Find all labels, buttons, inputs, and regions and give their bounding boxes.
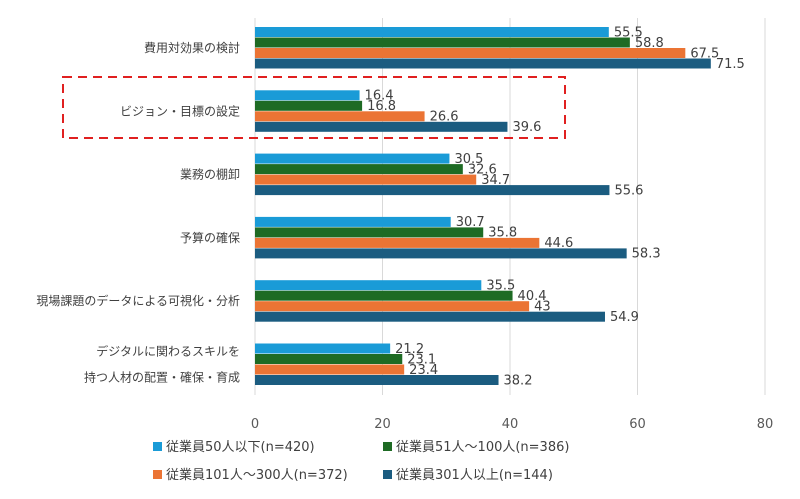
data-label: 39.6: [512, 120, 541, 135]
data-label: 16.4: [365, 89, 394, 104]
legend-swatch: [383, 470, 392, 479]
bar: [255, 375, 499, 385]
legend-label: 従業員101人～300人(n=372): [166, 467, 348, 483]
bar: [255, 301, 530, 312]
data-label: 26.6: [430, 110, 459, 125]
category-label: 現場課題のデータによる可視化・分析: [36, 293, 240, 308]
bar: [255, 185, 610, 196]
bar: [255, 58, 711, 69]
category-label: デジタルに関わるスキルを: [96, 344, 240, 359]
bar: [255, 27, 609, 37]
category-label: 持つ人材の配置・確保・育成: [84, 370, 240, 385]
data-label: 55.5: [614, 25, 643, 40]
bar: [255, 227, 484, 238]
bar: [255, 164, 463, 175]
data-label: 23.1: [407, 352, 436, 367]
data-label: 34.7: [481, 173, 510, 188]
bar: [255, 290, 513, 301]
bar: [255, 364, 405, 375]
bar: [255, 280, 482, 291]
bar: [255, 90, 360, 101]
data-label: 30.7: [456, 215, 485, 230]
data-label: 44.6: [544, 236, 573, 251]
category-label: 費用対効果の検討: [144, 40, 240, 55]
category-label: 業務の棚卸: [180, 167, 240, 182]
bar: [255, 111, 425, 122]
bar: [255, 237, 540, 248]
data-label: 23.4: [409, 363, 438, 378]
data-label: 43: [534, 299, 551, 314]
category-label: ビジョン・目標の設定: [120, 103, 240, 118]
bar: [255, 354, 403, 364]
bar: [255, 216, 451, 227]
x-tick-label: 80: [757, 417, 774, 432]
data-label: 58.8: [635, 36, 664, 51]
bar: [255, 100, 363, 111]
category-label: 予算の確保: [180, 230, 240, 245]
x-tick-label: 20: [374, 417, 391, 432]
data-label: 38.2: [504, 373, 533, 388]
data-label: 35.8: [488, 226, 517, 241]
legend-label: 従業員51人～100人(n=386): [396, 439, 569, 455]
bar: [255, 248, 627, 259]
x-tick-label: 60: [629, 417, 646, 432]
data-label: 16.8: [367, 99, 396, 114]
bar: [255, 174, 477, 185]
highlight-box: [62, 76, 566, 139]
data-label: 40.4: [518, 289, 547, 304]
x-tick-label: 40: [502, 417, 519, 432]
bar: [255, 343, 391, 354]
data-label: 55.6: [614, 183, 643, 198]
data-label: 67.5: [690, 46, 719, 61]
data-label: 35.5: [486, 278, 515, 293]
data-label: 71.5: [716, 57, 745, 72]
legend-swatch: [153, 442, 162, 451]
data-label: 58.3: [632, 247, 661, 262]
legend-swatch: [153, 470, 162, 479]
bar: [255, 311, 605, 322]
x-tick-label: 0: [251, 417, 259, 432]
legend-swatch: [383, 442, 392, 451]
bar: [255, 153, 450, 164]
legend-label: 従業員301人以上(n=144): [396, 467, 553, 483]
bar: [255, 121, 508, 132]
legend-label: 従業員50人以下(n=420): [166, 439, 315, 455]
data-label: 21.2: [395, 342, 424, 357]
data-label: 32.6: [468, 162, 497, 177]
data-label: 54.9: [610, 310, 639, 325]
bar: [255, 48, 686, 58]
bar: [255, 37, 630, 48]
data-label: 30.5: [454, 152, 483, 167]
